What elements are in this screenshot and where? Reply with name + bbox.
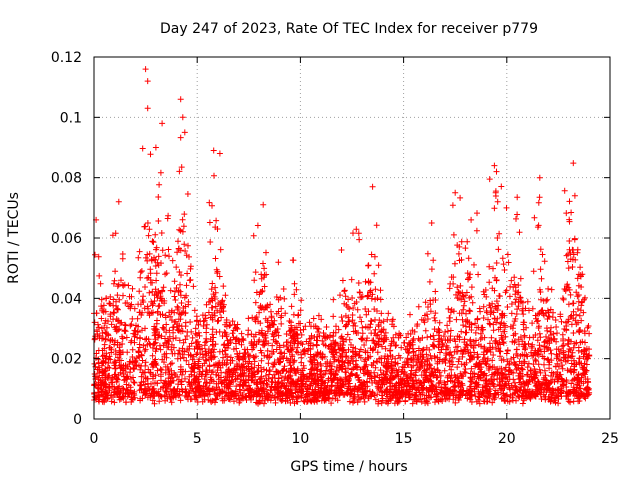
y-tick-label: 0.08	[51, 171, 82, 187]
y-tick-label: 0.12	[51, 50, 82, 66]
y-tick-label: 0.06	[51, 231, 82, 247]
chart-title: Day 247 of 2023, Rate Of TEC Index for r…	[160, 21, 538, 37]
y-tick-label: 0.02	[51, 352, 82, 368]
x-tick-label: 25	[601, 431, 619, 447]
x-tick-label: 0	[90, 431, 99, 447]
y-tick-label: 0.04	[51, 291, 82, 307]
y-axis-label: ROTI / TECUs	[6, 192, 22, 284]
x-tick-label: 20	[498, 431, 516, 447]
data-points	[91, 66, 593, 407]
x-axis-ticks: 0 5 10 15 20 25	[90, 57, 619, 447]
y-axis-ticks: 0 0.02 0.04 0.06 0.08 0.1 0.12	[51, 50, 610, 428]
y-tick-label: 0	[73, 412, 82, 428]
y-tick-label: 0.1	[60, 110, 82, 126]
x-axis-label: GPS time / hours	[290, 459, 407, 475]
plot-border	[93, 56, 611, 420]
roti-plus-markers	[91, 66, 593, 407]
x-tick-label: 15	[395, 431, 413, 447]
grid-lines	[94, 57, 610, 419]
x-tick-label: 5	[193, 431, 202, 447]
x-tick-label: 10	[291, 431, 309, 447]
